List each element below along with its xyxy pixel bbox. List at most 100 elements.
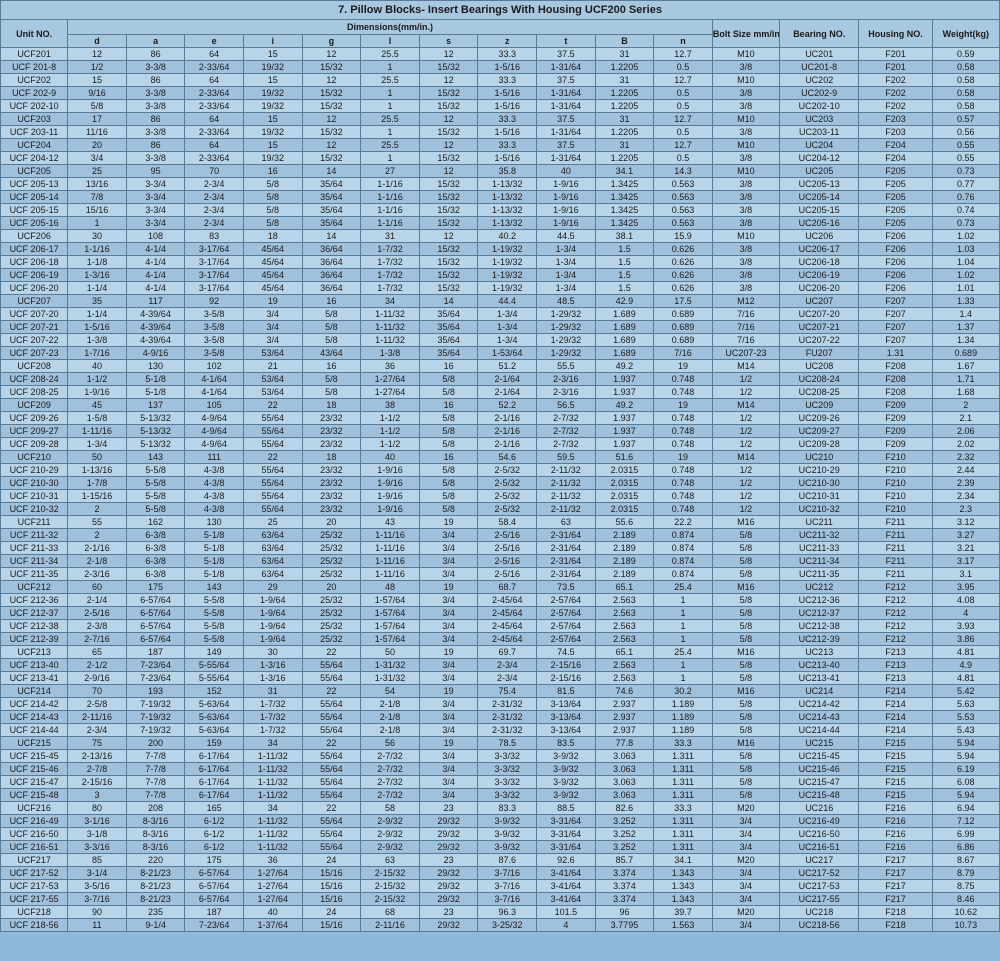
header-dim-s: s [419, 35, 478, 48]
table-cell: 15/32 [419, 152, 478, 165]
table-row: UCF 210-301-7/85-5/84-3/855/6423/321-9/1… [1, 477, 1000, 490]
table-cell: 15/16 [302, 880, 361, 893]
table-cell: 1-7/32 [361, 269, 420, 282]
table-cell: 45/64 [243, 243, 302, 256]
table-cell: 1-1/16 [361, 217, 420, 230]
table-row: UCF 216-493-1/168-3/166-1/21-11/3255/642… [1, 815, 1000, 828]
table-cell: UCF 213-41 [1, 672, 68, 685]
table-cell: 16 [419, 360, 478, 373]
table-cell: 1 [361, 152, 420, 165]
table-cell: 53/64 [243, 373, 302, 386]
table-cell: 5/8 [419, 373, 478, 386]
table-cell: 48 [361, 581, 420, 594]
table-cell: M10 [712, 230, 779, 243]
table-cell: UC207-22 [780, 334, 859, 347]
table-cell: 55/64 [302, 828, 361, 841]
table-cell: 55/64 [302, 815, 361, 828]
table-cell: 25.5 [361, 48, 420, 61]
table-cell: UCF 208-25 [1, 386, 68, 399]
table-row: UCF 211-332-1/166-3/85-1/863/6425/321-11… [1, 542, 1000, 555]
table-cell: 55/64 [302, 750, 361, 763]
table-cell: 1-29/32 [537, 347, 596, 360]
table-cell: 1-7/32 [243, 698, 302, 711]
table-cell: 1-31/64 [537, 152, 596, 165]
header-dimensions: Dimensions(mm/in.) [68, 20, 713, 35]
table-cell: F210 [859, 464, 932, 477]
table-cell: 6-1/2 [185, 828, 244, 841]
table-cell: 2-45/64 [478, 607, 537, 620]
table-cell: 5.43 [932, 724, 999, 737]
table-cell: 19/32 [243, 126, 302, 139]
table-title: 7. Pillow Blocks- Insert Bearings With H… [1, 1, 1000, 20]
table-cell: F217 [859, 880, 932, 893]
table-cell: UC206-18 [780, 256, 859, 269]
table-cell: 2-33/64 [185, 61, 244, 74]
table-cell: 6-1/2 [185, 841, 244, 854]
table-cell: 3-3/32 [478, 750, 537, 763]
table-cell: 15/32 [419, 61, 478, 74]
table-cell: 5-13/32 [126, 438, 185, 451]
table-cell: 16 [302, 360, 361, 373]
table-cell: 3/4 [712, 828, 779, 841]
table-cell: 1-11/32 [243, 750, 302, 763]
table-cell: 1-29/32 [537, 321, 596, 334]
table-cell: F213 [859, 646, 932, 659]
table-cell: 29 [243, 581, 302, 594]
table-cell: 4-3/8 [185, 490, 244, 503]
table-cell: F213 [859, 672, 932, 685]
table-cell: UCF215 [1, 737, 68, 750]
table-cell: 73.5 [537, 581, 596, 594]
table-cell: F201 [859, 61, 932, 74]
table-cell: F202 [859, 74, 932, 87]
table-cell: 15/32 [302, 87, 361, 100]
table-cell: 2-1/2 [68, 659, 127, 672]
table-cell: UC202-9 [780, 87, 859, 100]
table-cell: 1-11/32 [243, 828, 302, 841]
table-cell: 5-1/8 [185, 529, 244, 542]
table-cell: 162 [126, 516, 185, 529]
table-cell: 1.689 [595, 308, 654, 321]
table-cell: 0.76 [932, 191, 999, 204]
table-cell: 4-9/64 [185, 425, 244, 438]
table-cell: UCF 207-23 [1, 347, 68, 360]
table-cell: 1-11/16 [361, 568, 420, 581]
table-cell: UCF 205-16 [1, 217, 68, 230]
table-cell: 3/4 [419, 620, 478, 633]
table-cell: 1-1/16 [361, 204, 420, 217]
table-cell: 1-31/64 [537, 100, 596, 113]
table-cell: 0.748 [654, 386, 713, 399]
table-cell: 25/32 [302, 594, 361, 607]
table-cell: 5-5/8 [185, 633, 244, 646]
table-cell: 15/32 [302, 152, 361, 165]
header-dim-a: a [126, 35, 185, 48]
table-cell: 2.0315 [595, 490, 654, 503]
table-cell: 8-21/23 [126, 880, 185, 893]
table-cell: 1-7/32 [243, 724, 302, 737]
table-cell: 3.063 [595, 789, 654, 802]
table-cell: 1-57/64 [361, 607, 420, 620]
table-cell: 11/16 [68, 126, 127, 139]
table-cell: 77.8 [595, 737, 654, 750]
table-cell: 1.71 [932, 373, 999, 386]
table-cell: F218 [859, 919, 932, 932]
table-cell: 2-7/32 [361, 750, 420, 763]
table-cell: 1.2205 [595, 100, 654, 113]
table-cell: 39.7 [654, 906, 713, 919]
table-cell: 25.5 [361, 113, 420, 126]
table-cell: UC214-42 [780, 698, 859, 711]
table-cell: 5-5/8 [126, 464, 185, 477]
table-cell: 95 [126, 165, 185, 178]
table-cell: 23/32 [302, 438, 361, 451]
table-cell: 4-3/8 [185, 477, 244, 490]
table-cell: 1 [68, 217, 127, 230]
table-cell: 5.42 [932, 685, 999, 698]
table-cell: 8-3/16 [126, 815, 185, 828]
table-cell: 5/8 [419, 438, 478, 451]
table-cell: 1-3/4 [537, 256, 596, 269]
table-cell: 78.5 [478, 737, 537, 750]
table-cell: 12.7 [654, 113, 713, 126]
table-cell: 5/8 [302, 373, 361, 386]
table-cell: F209 [859, 399, 932, 412]
table-cell: 1-27/64 [243, 880, 302, 893]
table-cell: F217 [859, 854, 932, 867]
